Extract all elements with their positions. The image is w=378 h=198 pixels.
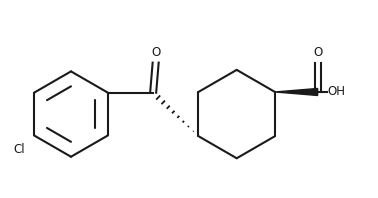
Text: OH: OH xyxy=(328,86,346,98)
Polygon shape xyxy=(275,89,318,95)
Text: Cl: Cl xyxy=(13,143,25,156)
Text: O: O xyxy=(313,46,322,59)
Text: O: O xyxy=(151,46,160,59)
